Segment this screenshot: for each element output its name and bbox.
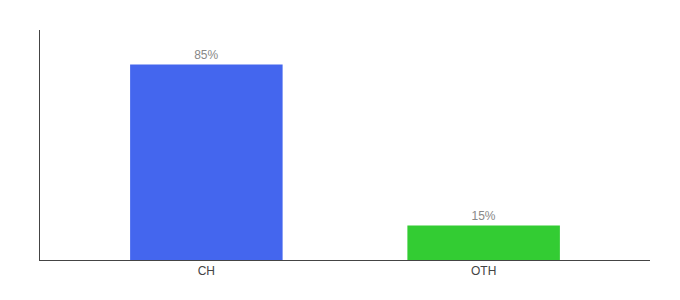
svg-text:85%: 85%: [194, 48, 218, 62]
svg-text:15%: 15%: [471, 209, 495, 223]
svg-text:CH: CH: [198, 264, 215, 278]
svg-text:OTH: OTH: [471, 264, 496, 278]
